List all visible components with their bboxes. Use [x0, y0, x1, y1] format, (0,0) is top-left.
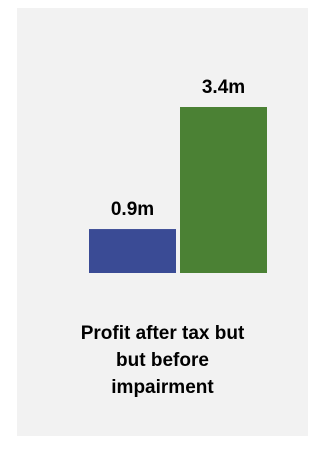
bars-layer [89, 107, 267, 273]
data-labels-layer: 0.9m 3.4m [111, 77, 245, 220]
data-label-1: 0.9m [111, 199, 154, 220]
data-label-2: 3.4m [202, 77, 245, 98]
caption-line-1: Profit after tax but [80, 323, 245, 344]
bar-1 [89, 229, 176, 273]
caption-line-3: impairment [111, 377, 214, 398]
chart-caption: Profit after tax but but before impairme… [17, 320, 308, 401]
bar-2 [180, 107, 267, 273]
caption-line-2: but before [116, 350, 209, 371]
